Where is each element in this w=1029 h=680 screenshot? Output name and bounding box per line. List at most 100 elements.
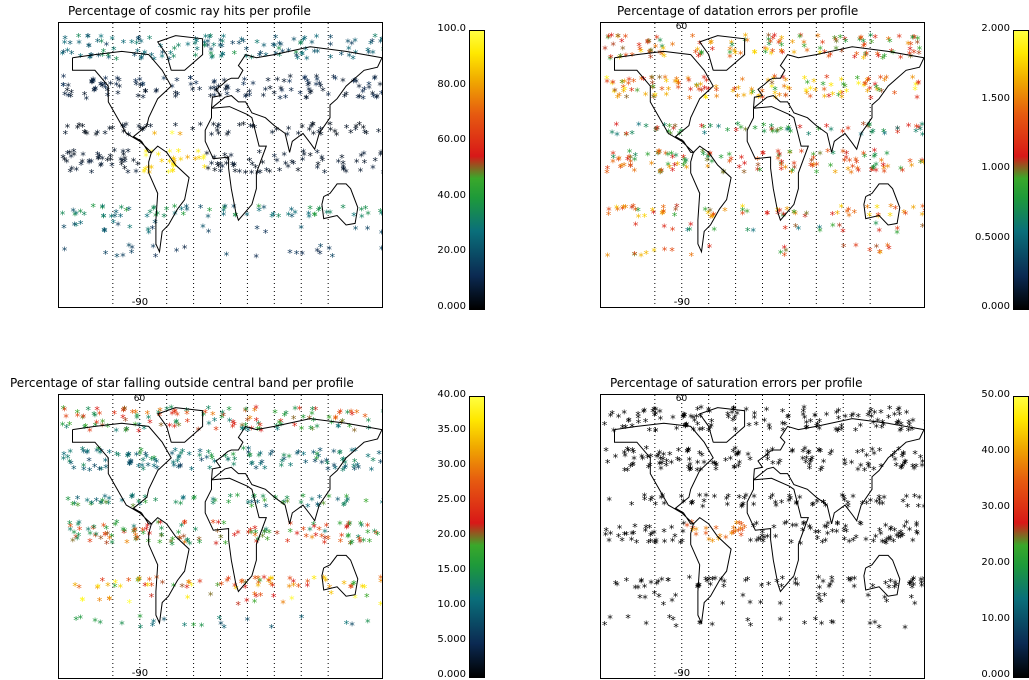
scatter-point: * [145,225,152,238]
scatter-point: * [146,33,153,46]
scatter-point: * [103,497,110,510]
scatter-point: * [231,48,238,61]
scatter-point: * [637,592,644,605]
lat-label: 60 [134,395,146,404]
scatter-point: * [64,121,71,134]
scatter-point: * [286,582,293,595]
scatter-point: * [240,119,247,132]
scatter-point: * [258,426,265,439]
scatter-point: * [289,211,296,224]
scatter-point: * [208,83,215,96]
scatter-point: * [300,491,307,504]
scatter-point: * [872,32,879,45]
colorbar-tick-label: 80.00 [437,79,466,90]
scatter-point: * [883,596,890,609]
scatter-point: * [661,245,668,258]
scatter-point: * [622,31,629,44]
scatter-point: * [171,43,178,56]
colorbar-tick-label: 20.00 [437,245,466,256]
scatter-point: * [777,598,784,611]
scatter-point: * [310,415,317,428]
scatter-point: * [77,51,84,64]
scatter-point: * [883,73,890,86]
scatter-point: * [65,91,72,104]
lat-label: 60 [676,395,688,404]
colorbar-tick-label: 40.00 [981,445,1010,456]
scatter-point: * [789,165,796,178]
scatter-point: * [628,85,635,98]
scatter-point: * [717,531,724,544]
scatter-point: * [76,120,83,133]
scatter-point: * [126,597,133,610]
scatter-point: * [366,48,373,61]
scatter-point: * [73,614,80,627]
scatter-point: * [827,160,834,173]
scatter-point: * [910,536,917,549]
map-datation: ****************************************… [600,22,925,308]
colorbar-datation [1013,30,1029,310]
scatter-point: * [649,205,656,218]
scatter-point: * [769,46,776,59]
scatter-point: * [113,54,120,67]
scatter-band: ****************************************… [65,490,382,514]
scatter-point: * [647,530,654,543]
scatter-point: * [866,462,873,475]
colorbar-tick-label: 30.00 [981,501,1010,512]
scatter-point: * [789,446,796,459]
scatter-point: * [320,85,327,98]
scatter-point: * [722,205,729,218]
scatter-point: * [127,222,134,235]
scatter-point: * [686,225,693,238]
scatter-point: * [61,245,68,258]
panel-title-saturation: Percentage of saturation errors per prof… [610,376,862,390]
scatter-point: * [364,223,371,236]
colorbar-tick-label: 0.000 [981,669,1010,680]
scatter-point: * [652,425,659,438]
scatter-point: * [888,201,895,214]
scatter-point: * [279,86,286,99]
scatter-point: * [98,160,105,173]
scatter-point: * [195,147,202,160]
scatter-point: * [268,622,275,635]
scatter-point: * [322,533,329,546]
scatter-point: * [109,160,116,173]
lat-label: 60 [676,23,688,32]
scatter-point: * [189,84,196,97]
scatter-point: * [225,128,232,141]
scatter-point: * [341,578,348,591]
scatter-point: * [908,577,915,590]
scatter-point: * [110,217,117,230]
scatter-point: * [361,84,368,97]
scatter-point: * [924,161,925,174]
scatter-point: * [670,614,677,627]
scatter-point: * [923,417,924,430]
scatter-point: * [242,168,249,181]
scatter-point: * [908,161,915,174]
scatter-point: * [325,464,332,477]
scatter-point: * [235,86,242,99]
scatter-point: * [805,129,812,142]
scatter-point: * [865,590,872,603]
scatter-point: * [234,490,241,503]
scatter-point: * [686,573,693,586]
scatter-point: * [696,85,703,98]
scatter-point: * [253,403,260,416]
scatter-point: * [332,74,339,87]
scatter-point: * [852,425,859,438]
scatter-point: * [881,493,888,506]
scatter-point: * [747,620,754,633]
scatter-point: * [74,410,81,423]
scatter-point: * [71,220,78,233]
scatter-point: * [803,209,810,222]
scatter-point: * [635,417,642,430]
scatter-point: * [606,495,613,508]
scatter-point: * [779,406,786,419]
scatter-point: * [792,221,799,234]
scatter-point: * [706,242,713,255]
scatter-point: * [327,52,334,65]
scatter-point: * [742,576,749,589]
scatter-point: * [85,404,92,417]
scatter-band: ****************************************… [62,119,382,143]
